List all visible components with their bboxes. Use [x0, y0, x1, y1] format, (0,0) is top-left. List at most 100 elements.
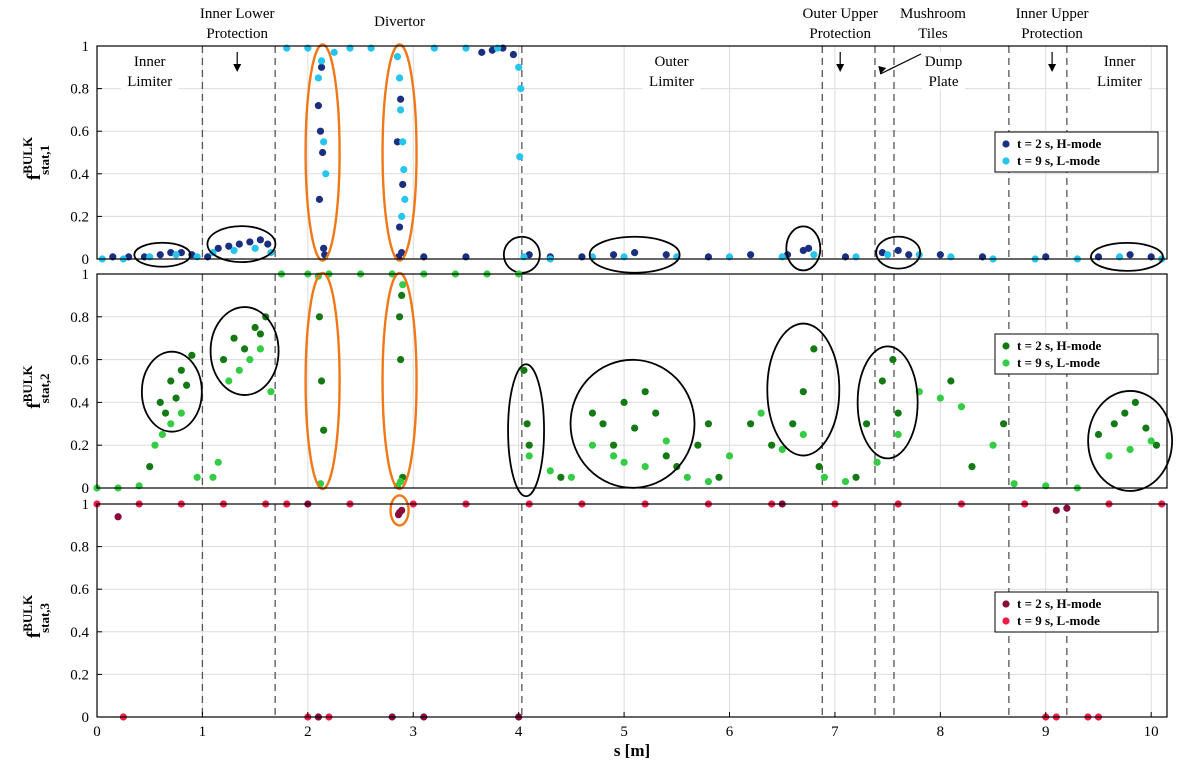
- panel-frame: [96, 273, 1168, 489]
- x-tick-label: 0: [93, 724, 101, 740]
- data-point: [662, 452, 670, 460]
- data-point: [815, 463, 823, 471]
- data-point: [588, 441, 597, 449]
- data-point: [620, 398, 628, 406]
- data-point: [172, 394, 180, 402]
- data-point: [620, 458, 628, 466]
- data-point: [557, 473, 565, 481]
- data-point: [746, 251, 755, 259]
- data-point: [694, 441, 702, 449]
- data-point: [318, 148, 327, 157]
- panel-background: [97, 46, 1167, 259]
- data-point: [161, 409, 170, 417]
- region-label: Inner Upper: [1016, 6, 1089, 22]
- region-arrow-head: [836, 64, 845, 72]
- region-label: Outer: [654, 54, 688, 70]
- data-point: [683, 473, 691, 481]
- data-point: [240, 345, 249, 353]
- region-arrow-head: [233, 64, 242, 72]
- data-point: [395, 223, 404, 231]
- legend-label: t = 2 s, H-mode: [1017, 136, 1102, 151]
- data-point: [398, 506, 406, 514]
- y-tick-label: 0.2: [70, 209, 89, 225]
- data-point: [609, 251, 618, 259]
- region-label: Inner: [1104, 54, 1136, 70]
- data-point: [320, 138, 328, 146]
- data-point: [398, 291, 406, 299]
- legend-box: [994, 591, 1159, 633]
- highlight-ellipse: [875, 235, 922, 270]
- region-label-backing: [650, 52, 694, 70]
- data-point: [1142, 424, 1150, 432]
- data-point: [114, 513, 122, 521]
- data-point: [315, 313, 324, 321]
- data-point: [1110, 420, 1118, 428]
- data-point: [799, 388, 807, 396]
- data-point: [251, 244, 259, 252]
- x-tick-label: 3: [410, 724, 418, 740]
- data-point: [317, 377, 326, 385]
- legend-box: [994, 131, 1159, 173]
- data-point: [1010, 480, 1018, 488]
- data-point: [225, 242, 233, 250]
- x-tick-label: 1: [199, 724, 207, 740]
- data-point: [193, 473, 201, 481]
- data-point: [209, 473, 217, 481]
- data-point: [599, 420, 607, 428]
- region-label: Tiles: [918, 26, 948, 42]
- region-label: Inner Lower: [200, 6, 275, 22]
- data-point: [662, 251, 670, 259]
- data-point: [1147, 437, 1155, 445]
- data-point: [715, 473, 723, 481]
- data-point: [177, 366, 185, 374]
- data-point: [862, 420, 871, 428]
- highlight-ellipse: [766, 322, 841, 457]
- y-tick-label: 0.2: [70, 667, 89, 683]
- y-tick-label: 1: [82, 39, 90, 55]
- data-point: [264, 240, 272, 248]
- region-label: Protection: [809, 26, 871, 42]
- region-label-backing: [128, 52, 172, 70]
- data-point: [393, 53, 402, 61]
- data-point: [517, 85, 525, 93]
- data-point: [158, 430, 166, 439]
- data-point: [235, 240, 243, 248]
- data-point: [214, 458, 222, 466]
- data-point: [397, 477, 405, 486]
- data-point: [520, 366, 528, 374]
- panel-frame: [96, 45, 1168, 260]
- data-point: [322, 170, 330, 178]
- data-point: [151, 441, 159, 449]
- data-point: [225, 377, 233, 385]
- data-point: [631, 249, 639, 257]
- data-point: [525, 452, 533, 460]
- data-point: [810, 345, 818, 353]
- data-point: [746, 420, 755, 428]
- data-point: [314, 102, 322, 110]
- data-point: [704, 420, 713, 428]
- highlight-ellipse: [1090, 241, 1164, 272]
- data-point: [397, 106, 405, 114]
- legend-marker: [1002, 617, 1010, 625]
- data-point: [315, 195, 324, 203]
- data-point: [256, 330, 264, 338]
- y-tick-label: 1: [82, 497, 90, 513]
- data-point: [1063, 504, 1071, 512]
- panel-background: [97, 504, 1167, 717]
- data-point: [820, 473, 828, 481]
- data-point: [393, 138, 402, 146]
- data-point: [401, 195, 409, 203]
- y-tick-label: 0.8: [70, 540, 89, 556]
- y-tick-label: 0: [82, 252, 90, 268]
- region-label-backing: [120, 72, 179, 90]
- region-arrow-head: [1048, 64, 1057, 72]
- data-point: [894, 409, 902, 417]
- data-point: [320, 244, 328, 252]
- x-tick-label: 2: [304, 724, 312, 740]
- region-label-backing: [642, 72, 701, 90]
- data-point: [641, 463, 649, 471]
- data-point: [1126, 445, 1134, 454]
- data-point: [799, 430, 807, 439]
- highlight-ellipse: [209, 306, 280, 396]
- region-label: Outer Upper: [803, 6, 878, 22]
